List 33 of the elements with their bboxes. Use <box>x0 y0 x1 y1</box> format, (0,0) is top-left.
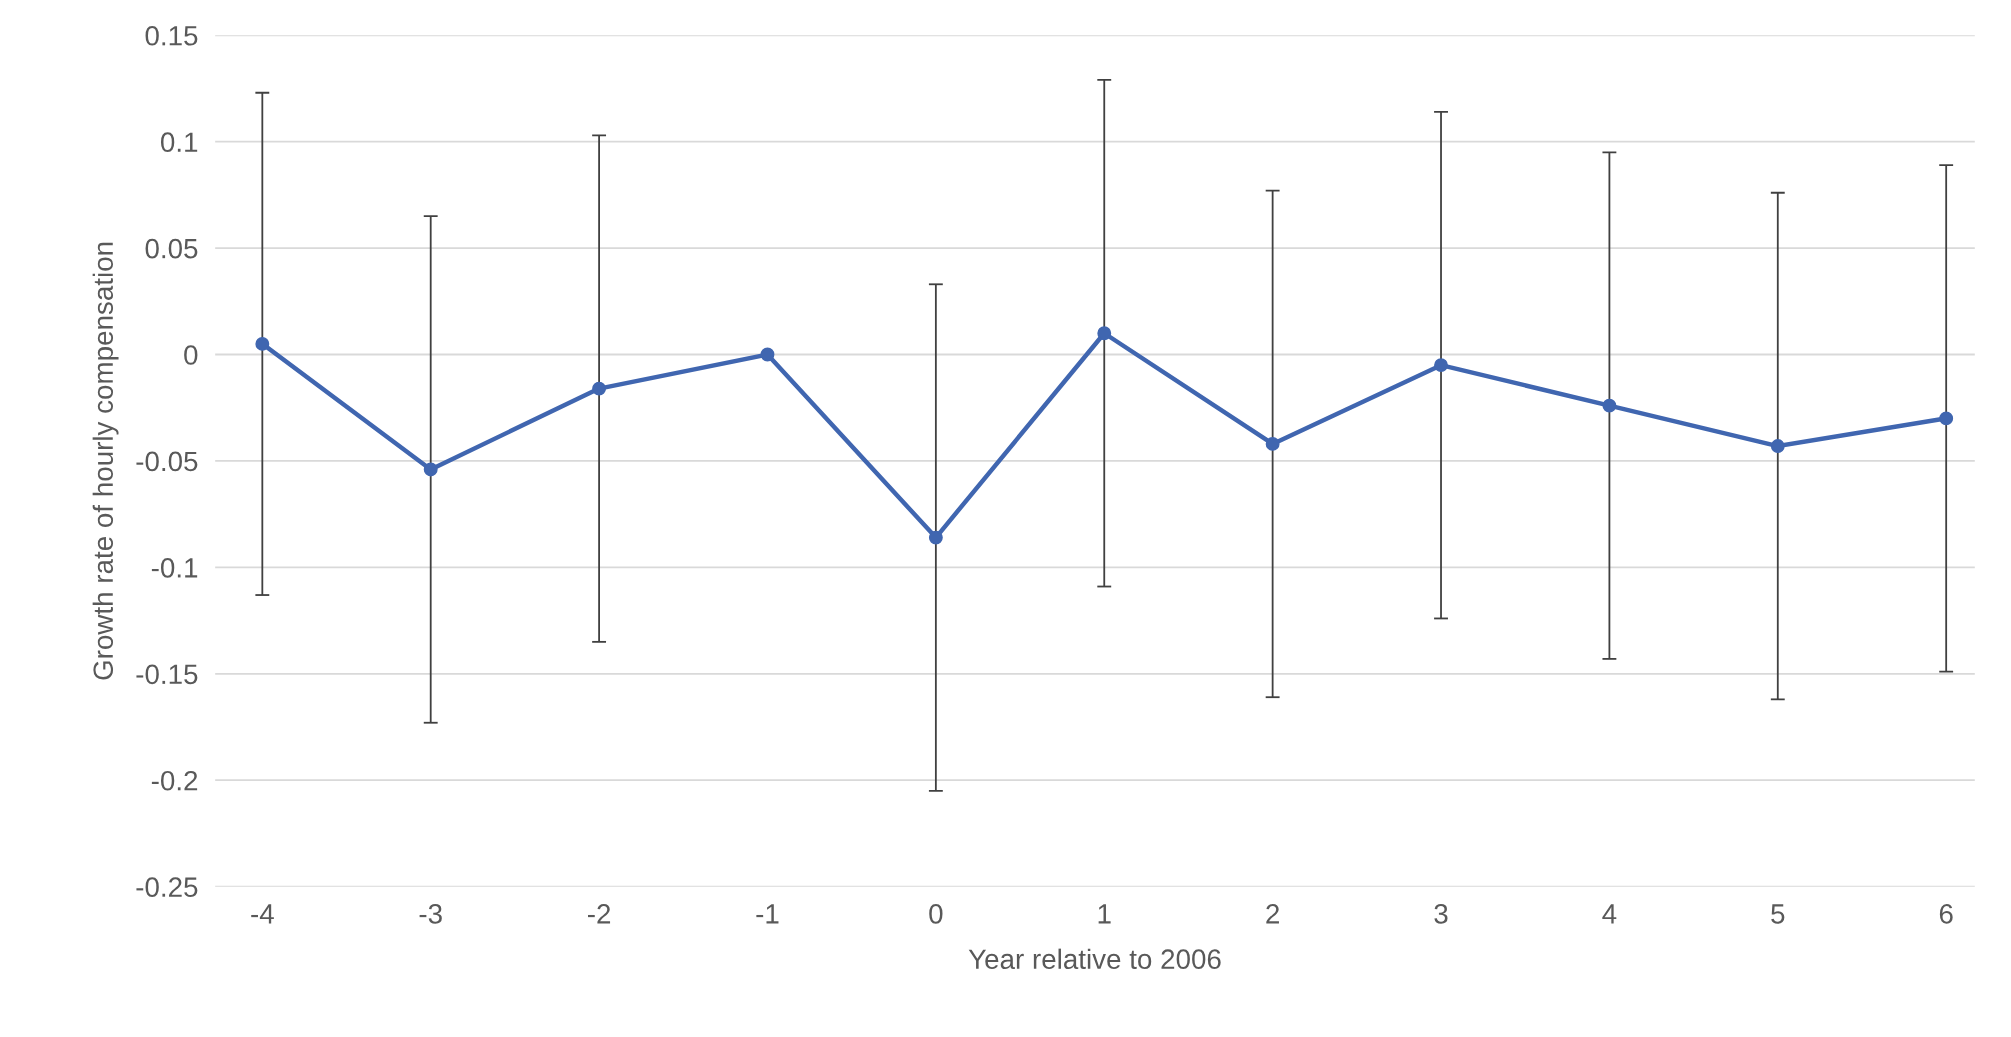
y-tick-label: 0 <box>184 345 198 365</box>
point <box>1770 439 1785 453</box>
y-tick-label: 0.05 <box>145 238 198 259</box>
y-tick-label: 0.15 <box>145 25 198 46</box>
point <box>928 530 943 545</box>
y-tick-label: 0.1 <box>160 132 198 153</box>
point <box>1939 411 1954 426</box>
x-tick-label: 3 <box>1434 904 1448 924</box>
y-tick-label: -0.25 <box>136 877 198 897</box>
point <box>760 347 775 362</box>
x-tick-label: 6 <box>1939 904 1953 924</box>
x-tick-label: 5 <box>1771 904 1785 924</box>
x-tick-label: 2 <box>1266 904 1279 924</box>
y-tick-label: -0.05 <box>136 451 198 472</box>
point <box>1265 436 1280 451</box>
x-tick-label: -4 <box>251 904 274 924</box>
y-tick-label: -0.2 <box>151 770 198 791</box>
x-tick-label: -3 <box>419 904 442 924</box>
x-axis-title: Year relative to 2006 <box>968 948 1221 970</box>
point <box>1097 326 1112 341</box>
x-tick-label: -1 <box>756 904 779 924</box>
y-axis-title: Growth rate of hourly compensation <box>92 242 119 680</box>
point <box>423 462 438 477</box>
point <box>1602 398 1617 413</box>
point <box>1434 358 1448 373</box>
x-tick-label: 4 <box>1602 904 1617 924</box>
x-tick-label: -2 <box>587 904 611 924</box>
point <box>592 381 607 396</box>
y-tick-label: -0.1 <box>151 558 198 578</box>
x-tick-label: 1 <box>1098 904 1111 924</box>
y-tick-label: -0.15 <box>136 664 198 685</box>
point <box>255 336 270 351</box>
x-tick-label: 0 <box>929 904 943 924</box>
